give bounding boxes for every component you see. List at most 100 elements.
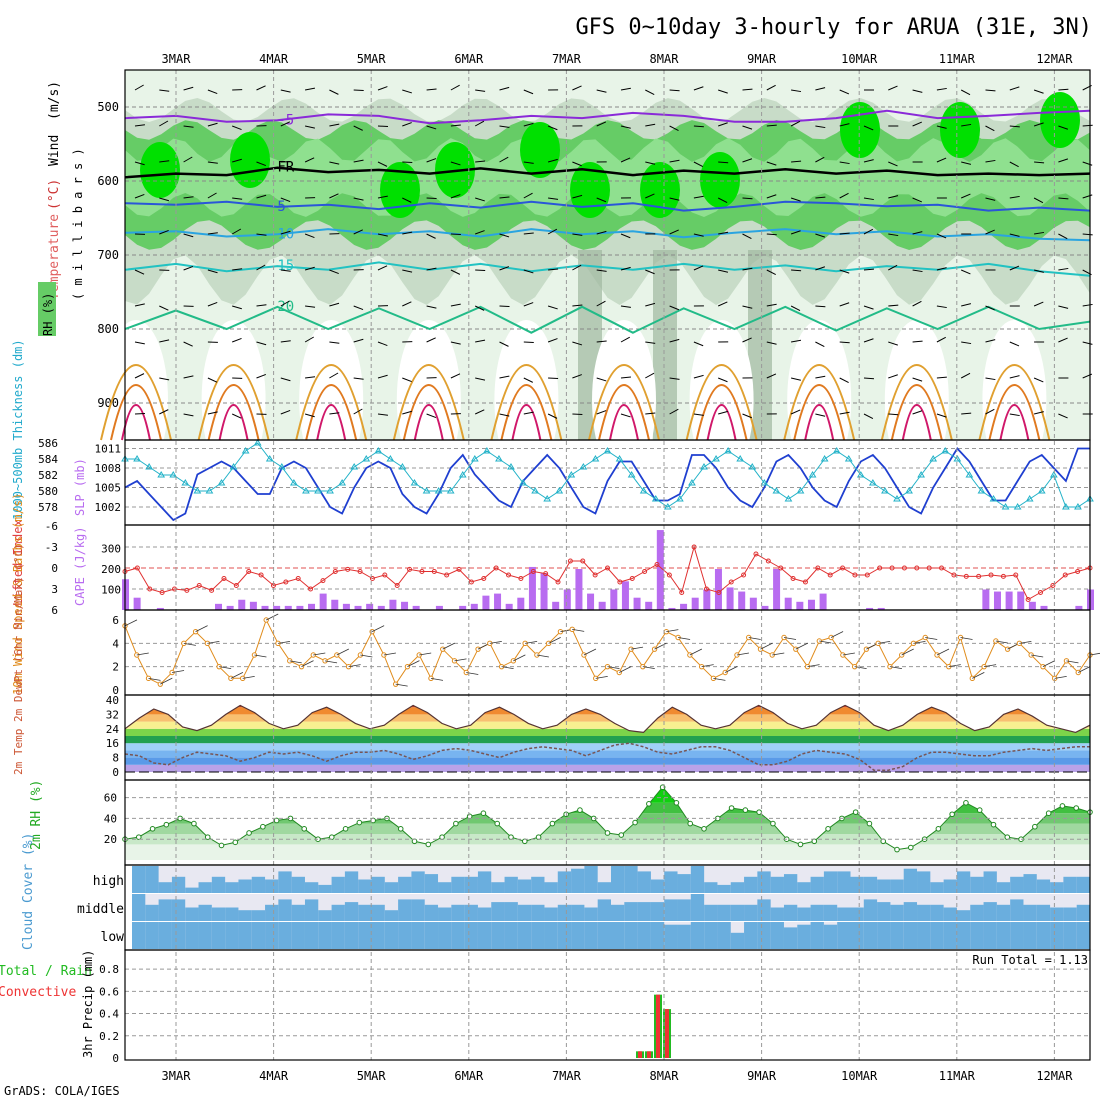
cloud-cell [571, 922, 585, 949]
rh-point [991, 822, 996, 827]
cloud-cell [651, 880, 665, 894]
cloud-cell [917, 922, 931, 949]
cloud-cell [744, 922, 758, 949]
y-tick-wind: 4 [112, 637, 119, 650]
cloud-cell [132, 894, 146, 921]
ylabel-total-rain: Total / Rain [0, 964, 92, 979]
rh-point [605, 831, 610, 836]
cloud-cell [425, 874, 439, 893]
cloud-cell [1023, 905, 1037, 921]
rh-point [302, 827, 307, 832]
date-label-top: 11MAR [939, 52, 976, 66]
cloud-cell [837, 871, 851, 893]
cloud-cell [505, 922, 519, 949]
cape-bar [355, 606, 362, 610]
cloud-cell [678, 874, 692, 893]
y-tick-precip: 0.6 [99, 985, 119, 998]
cape-bar [413, 606, 420, 610]
y-tick-thickness: 586 [38, 437, 58, 450]
cloud-cell [704, 905, 718, 921]
y-tick-rh: 20 [104, 833, 117, 846]
cloud-cell [212, 922, 226, 949]
cloud-cell [145, 866, 159, 893]
cloud-cell [385, 882, 399, 893]
cloud-cell [678, 899, 692, 921]
cape-bar [727, 587, 734, 610]
cape-bar [1040, 606, 1047, 610]
cloud-cell [225, 922, 239, 949]
surface-wind-barb [372, 626, 384, 632]
dry-bubble [397, 320, 461, 480]
ylabel-wind: Wind [47, 135, 62, 166]
cloud-cell [278, 871, 292, 893]
wind-barb [670, 90, 680, 91]
y-tick-lifted: 6 [51, 604, 58, 617]
cloud-cell [824, 905, 838, 921]
cloud-cell [691, 866, 705, 893]
cape-bar [645, 602, 652, 610]
date-label-bottom: 9MAR [747, 1069, 777, 1083]
y-tick-wind: 2 [112, 661, 119, 674]
surface-wind-barb [266, 614, 278, 620]
cloud-cell [225, 882, 239, 893]
convective-bar [647, 1051, 651, 1058]
cloud-cell [638, 871, 652, 893]
cloud-row-label: high [93, 874, 124, 889]
y-tick-precip: 0 [112, 1052, 119, 1065]
cloud-cell [691, 922, 705, 949]
cape-bar [238, 600, 245, 610]
cloud-cell [611, 905, 625, 921]
y-tick-pressure: 500 [97, 100, 119, 114]
date-label-top: 3MAR [162, 52, 192, 66]
rh-blob [840, 102, 880, 158]
date-label-top: 4MAR [259, 52, 289, 66]
wind-line [125, 620, 1090, 684]
cloud-cell [531, 905, 545, 921]
rh-blob [940, 102, 980, 158]
cloud-cell [984, 871, 998, 893]
cloud-cell [784, 905, 798, 921]
y-tick-thickness: 584 [38, 453, 58, 466]
cloud-cell [598, 882, 612, 893]
y-tick-pressure: 900 [97, 396, 119, 410]
surface-wind-barb [443, 643, 455, 649]
cloud-cell [598, 922, 612, 949]
wind-barb [402, 162, 412, 163]
wind-barb [427, 198, 437, 199]
cloud-cell [704, 922, 718, 949]
cloud-cell [864, 922, 878, 949]
rh-point [757, 810, 762, 815]
cape-bar [378, 606, 385, 610]
cloud-cell [1050, 908, 1064, 922]
date-label-bottom: 10MAR [841, 1069, 878, 1083]
cape-bar [262, 606, 269, 610]
cloud-cell [784, 927, 798, 949]
y-tick-lifted: -3 [45, 541, 58, 554]
cape-bar [494, 594, 501, 610]
date-label-top: 6MAR [454, 52, 484, 66]
rh-blob [700, 152, 740, 208]
cloud-cell [731, 933, 745, 949]
cloud-cell [757, 899, 771, 921]
rh-point [1033, 824, 1038, 829]
cloud-cell [438, 908, 452, 922]
date-label-bottom: 12MAR [1036, 1069, 1073, 1083]
cloud-cell [624, 922, 638, 949]
dry-bubble [592, 320, 656, 480]
cloud-cell [185, 922, 199, 949]
cloud-cell [771, 877, 785, 893]
cape-bar [366, 604, 373, 610]
rh-point [1074, 806, 1079, 811]
ylabel-wind-unit: (m/s) [47, 81, 62, 120]
cape-bar [982, 590, 989, 611]
cloud-cell [904, 922, 918, 949]
cloud-cell [757, 922, 771, 949]
cape-bar [610, 590, 617, 611]
rh-point [950, 812, 955, 817]
date-label-top: 9MAR [747, 52, 777, 66]
rh-point [357, 820, 362, 825]
cape-bar [215, 604, 222, 610]
cloud-row-label: low [101, 930, 125, 945]
date-label-top: 5MAR [357, 52, 387, 66]
cape-bar [250, 602, 257, 610]
